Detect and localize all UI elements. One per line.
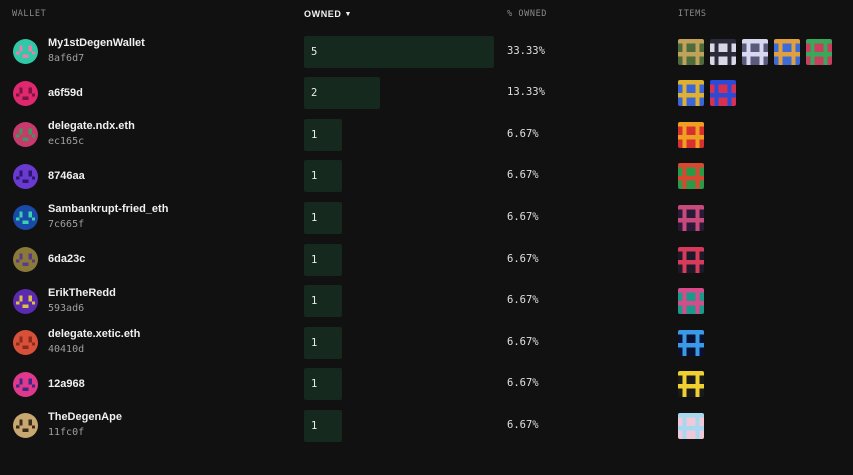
avatar[interactable] (13, 205, 38, 231)
avatar[interactable] (13, 80, 38, 106)
item-thumbnail[interactable] (710, 80, 736, 107)
table-row[interactable]: 40410d delegate.xetic.eth 1 6.67% (0, 321, 853, 363)
items-list (678, 412, 704, 439)
avatar[interactable] (13, 163, 38, 189)
wallet-address: 8af6d7 (48, 53, 85, 64)
owned-bar: 1 (304, 285, 342, 318)
table-row[interactable]: 8af6d7 My1stDegenWallet 5 33.33% (0, 30, 853, 72)
owned-count: 5 (311, 45, 318, 58)
avatar[interactable] (13, 413, 38, 439)
table-row[interactable]: 6da23c 1 6.67% (0, 238, 853, 280)
avatar[interactable] (13, 247, 38, 272)
percent-owned: 6.67% (507, 169, 539, 182)
percent-owned: 13.33% (507, 86, 545, 99)
table-row[interactable]: 8746aa 1 6.67% (0, 155, 853, 197)
percent-owned: 6.67% (507, 418, 539, 431)
owned-bar: 1 (304, 118, 342, 151)
owned-count: 1 (311, 336, 318, 349)
item-thumbnail[interactable] (678, 38, 704, 65)
table-row[interactable]: 11fc0f TheDegenApe 1 6.67% (0, 404, 853, 446)
owned-bar: 2 (304, 77, 380, 110)
percent-owned: 6.67% (507, 252, 539, 265)
item-thumbnail[interactable] (678, 80, 704, 107)
wallet-address: 593ad6 (48, 302, 85, 314)
item-thumbnail[interactable] (678, 371, 704, 398)
owned-count: 1 (311, 128, 318, 141)
avatar[interactable] (13, 371, 38, 397)
wallet-address: 11fc0f (48, 427, 85, 439)
column-header-owned-label: OWNED (304, 9, 342, 19)
owned-bar: 1 (304, 409, 342, 442)
percent-owned: 6.67% (507, 294, 539, 307)
column-header-pct-owned[interactable]: % OWNED (507, 9, 548, 19)
item-thumbnail[interactable] (678, 288, 704, 315)
items-list (678, 38, 832, 65)
owned-bar: 5 (304, 35, 494, 68)
wallet-name[interactable]: ErikTheRedd (48, 286, 116, 299)
item-thumbnail[interactable] (678, 412, 704, 439)
owned-count: 1 (311, 295, 318, 308)
item-thumbnail[interactable] (774, 38, 800, 65)
items-list (678, 329, 704, 356)
table-row[interactable]: 12a968 1 6.67% (0, 363, 853, 405)
wallet-name[interactable]: 12a968 (48, 377, 85, 390)
owned-count: 1 (311, 211, 318, 224)
wallet-name[interactable]: a6f59d (48, 86, 83, 99)
item-thumbnail[interactable] (678, 121, 704, 148)
wallet-name[interactable]: TheDegenApe (48, 411, 122, 424)
wallet-name[interactable]: 8746aa (48, 169, 85, 182)
item-thumbnail[interactable] (678, 163, 704, 190)
avatar[interactable] (13, 122, 38, 148)
item-thumbnail[interactable] (678, 204, 704, 231)
owned-count: 1 (311, 170, 318, 183)
column-header-items[interactable]: ITEMS (678, 9, 707, 19)
table-row[interactable]: 593ad6 ErikTheRedd 1 6.67% (0, 280, 853, 322)
items-list (678, 371, 704, 398)
percent-owned: 33.33% (507, 44, 545, 57)
items-list (678, 288, 704, 315)
percent-owned: 6.67% (507, 127, 539, 140)
wallet-name[interactable]: delegate.ndx.eth (48, 120, 135, 133)
items-list (678, 121, 704, 148)
column-header-owned[interactable]: OWNED ▼ (304, 9, 352, 19)
percent-owned: 6.67% (507, 377, 539, 390)
owned-bar: 1 (304, 326, 342, 359)
percent-owned: 6.67% (507, 335, 539, 348)
items-list (678, 204, 704, 231)
owned-bar: 1 (304, 243, 342, 276)
table-row[interactable]: 7c665f Sambankrupt-fried_eth 1 6.67% (0, 196, 853, 238)
wallet-name[interactable]: delegate.xetic.eth (48, 328, 141, 341)
wallet-address: ec165c (48, 136, 85, 148)
table-row[interactable]: ec165c delegate.ndx.eth 1 6.67% (0, 113, 853, 155)
wallet-name[interactable]: Sambankrupt-fried_eth (48, 203, 169, 216)
item-thumbnail[interactable] (710, 38, 736, 65)
avatar[interactable] (13, 288, 38, 314)
item-thumbnail[interactable] (678, 329, 704, 356)
owned-bar: 1 (304, 368, 342, 401)
items-list (678, 163, 704, 190)
wallet-address: 7c665f (48, 219, 85, 231)
sort-desc-icon: ▼ (344, 11, 353, 18)
wallet-name[interactable]: 6da23c (48, 253, 86, 265)
item-thumbnail[interactable] (742, 38, 768, 65)
percent-owned: 6.67% (507, 210, 539, 223)
owned-count: 1 (311, 419, 318, 432)
owned-bar: 1 (304, 160, 342, 193)
item-thumbnail[interactable] (806, 38, 832, 65)
item-thumbnail[interactable] (678, 246, 704, 273)
owned-bar: 1 (304, 201, 342, 234)
owned-count: 1 (311, 253, 318, 266)
items-list (678, 80, 736, 107)
owned-count: 1 (311, 378, 318, 391)
wallet-address: 40410d (48, 344, 85, 356)
avatar[interactable] (13, 330, 38, 356)
table-row[interactable]: a6f59d 2 13.33% (0, 72, 853, 114)
items-list (678, 246, 704, 273)
wallet-name[interactable]: My1stDegenWallet (48, 37, 145, 49)
owned-count: 2 (311, 87, 318, 100)
avatar[interactable] (13, 39, 38, 64)
column-header-wallet[interactable]: WALLET (12, 9, 47, 19)
